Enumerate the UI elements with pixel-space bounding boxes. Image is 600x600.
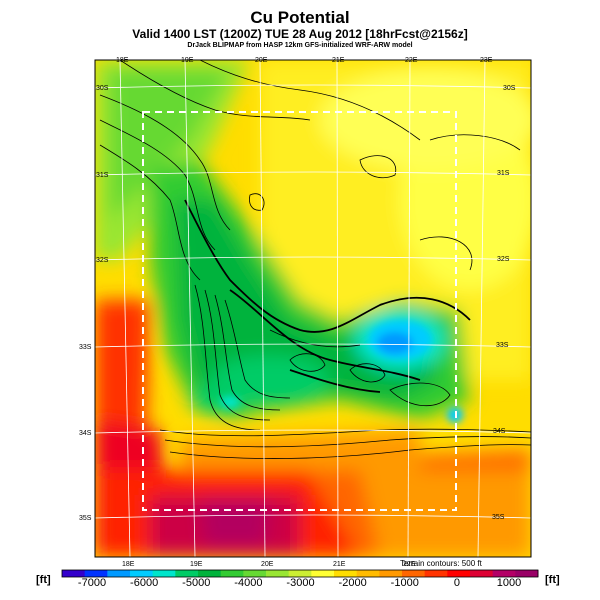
cu-potential-field bbox=[95, 60, 531, 557]
lon-label-bottom: 19E bbox=[190, 561, 203, 568]
colorbar-unit-right: [ft] bbox=[545, 574, 560, 586]
colorbar-swatch bbox=[288, 570, 312, 577]
colorbar-swatch bbox=[107, 570, 131, 577]
colorbar-swatch bbox=[470, 570, 494, 577]
colorbar-swatch bbox=[220, 570, 244, 577]
lat-label-right: 33S bbox=[496, 342, 509, 349]
colorbar-swatch bbox=[447, 570, 471, 577]
lon-label-bottom: 22E bbox=[403, 561, 416, 568]
colorbar-swatch bbox=[356, 570, 380, 577]
colorbar-outline bbox=[61, 569, 539, 578]
colorbar-tick-label: -4000 bbox=[234, 577, 263, 589]
lat-label-right: 32S bbox=[497, 256, 510, 263]
lon-label-top: 20E bbox=[255, 57, 268, 64]
lat-label-right: 30S bbox=[503, 85, 516, 92]
colorbar-swatch bbox=[515, 570, 539, 577]
colorbar-tick-label: -1000 bbox=[390, 577, 419, 589]
map-title: Cu Potential bbox=[250, 8, 350, 27]
colorbar-swatch bbox=[311, 570, 335, 577]
lat-label-left: 35S bbox=[79, 515, 92, 522]
graticule bbox=[95, 60, 531, 557]
lat-label-left: 33S bbox=[79, 344, 92, 351]
colorbar-tick-label: -6000 bbox=[130, 577, 159, 589]
colorbar-tick-label: 1000 bbox=[496, 577, 522, 589]
lon-label-bottom: 21E bbox=[333, 561, 346, 568]
lat-label-left: 31S bbox=[96, 172, 109, 179]
lat-label-right: 34S bbox=[493, 428, 506, 435]
colorbar-swatch bbox=[402, 570, 426, 577]
colorbar-tick-label: -7000 bbox=[77, 577, 107, 589]
lat-label-left: 30S bbox=[96, 85, 109, 92]
colorbar-swatch bbox=[334, 570, 358, 577]
colorbar-swatch bbox=[198, 570, 222, 577]
terrain-contour-note: Terrain contours: 500 ft bbox=[400, 559, 482, 568]
lat-label-right: 35S bbox=[492, 514, 505, 521]
lon-label-bottom: 18E bbox=[122, 561, 135, 568]
colorbar-swatch bbox=[62, 570, 86, 577]
colorbar-swatch bbox=[130, 570, 154, 577]
lat-label-left: 34S bbox=[79, 430, 92, 437]
colorbar-swatch bbox=[152, 570, 176, 577]
lon-label-top: 19E bbox=[181, 57, 194, 64]
lat-label-left: 32S bbox=[96, 257, 109, 264]
colorbar-tick-label: 0 bbox=[453, 577, 460, 589]
colorbar-tick-label: -5000 bbox=[182, 577, 211, 589]
map-frame bbox=[94, 59, 532, 558]
colorbar-tick-label: -3000 bbox=[286, 577, 315, 589]
colorbar-swatch bbox=[266, 570, 290, 577]
lon-label-top: 18E bbox=[116, 57, 129, 64]
colorbar-swatch bbox=[379, 570, 403, 577]
colorbar-swatch bbox=[243, 570, 267, 577]
lon-label-bottom: 20E bbox=[261, 561, 274, 568]
lon-label-top: 22E bbox=[405, 57, 418, 64]
colorbar-tick-label: -2000 bbox=[338, 577, 367, 589]
forecast-region-box bbox=[142, 111, 457, 511]
lat-label-right: 31S bbox=[497, 170, 510, 177]
colorbar-swatch bbox=[492, 570, 516, 577]
colorbar bbox=[61, 569, 539, 578]
model-credit: DrJack BLIPMAP from HASP 12km GFS-initia… bbox=[187, 42, 413, 49]
map-subtitle: Valid 1400 LST (1200Z) TUE 28 Aug 2012 [… bbox=[132, 27, 468, 41]
colorbar-unit-left: [ft] bbox=[36, 574, 51, 586]
lon-label-top: 21E bbox=[332, 57, 345, 64]
lon-label-top: 23E bbox=[480, 57, 493, 64]
colorbar-swatch bbox=[84, 570, 108, 577]
colorbar-swatch bbox=[175, 570, 199, 577]
colorbar-swatch bbox=[424, 570, 448, 577]
